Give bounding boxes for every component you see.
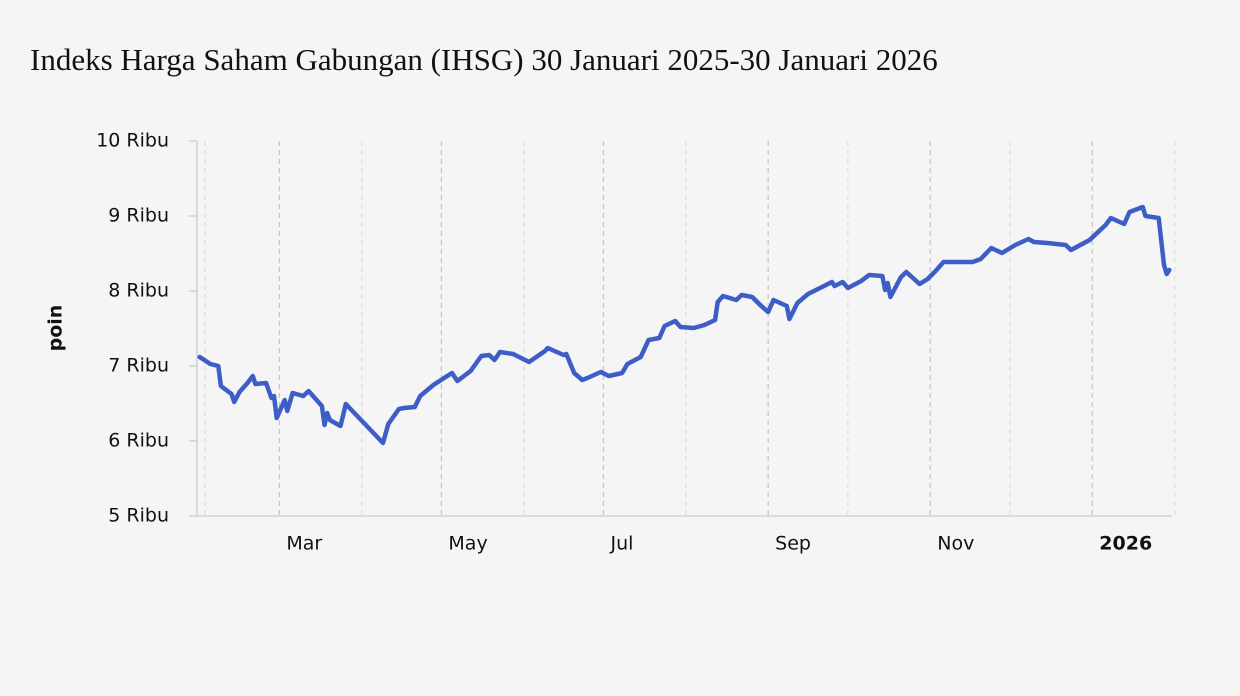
y-tick-label: 7 Ribu: [108, 355, 169, 377]
y-tick-label: 5 Ribu: [108, 505, 169, 527]
chart-title: Indeks Harga Saham Gabungan (IHSG) 30 Ja…: [30, 42, 938, 77]
line-series: [197, 204, 1172, 446]
y-tick-label: 10 Ribu: [96, 130, 169, 152]
y-tick-label: 6 Ribu: [108, 430, 169, 452]
y-axis-label: poin: [45, 305, 67, 352]
x-tick-label: Nov: [937, 533, 974, 555]
x-tick-label: 2026: [1099, 533, 1152, 555]
x-tick-label: Jul: [609, 533, 633, 555]
y-tick-label: 9 Ribu: [108, 205, 169, 227]
x-tick-label: May: [448, 533, 487, 555]
x-tick-label: Sep: [775, 533, 811, 555]
y-tick-label: 8 Ribu: [108, 280, 169, 302]
x-tick-label: Mar: [286, 533, 322, 555]
